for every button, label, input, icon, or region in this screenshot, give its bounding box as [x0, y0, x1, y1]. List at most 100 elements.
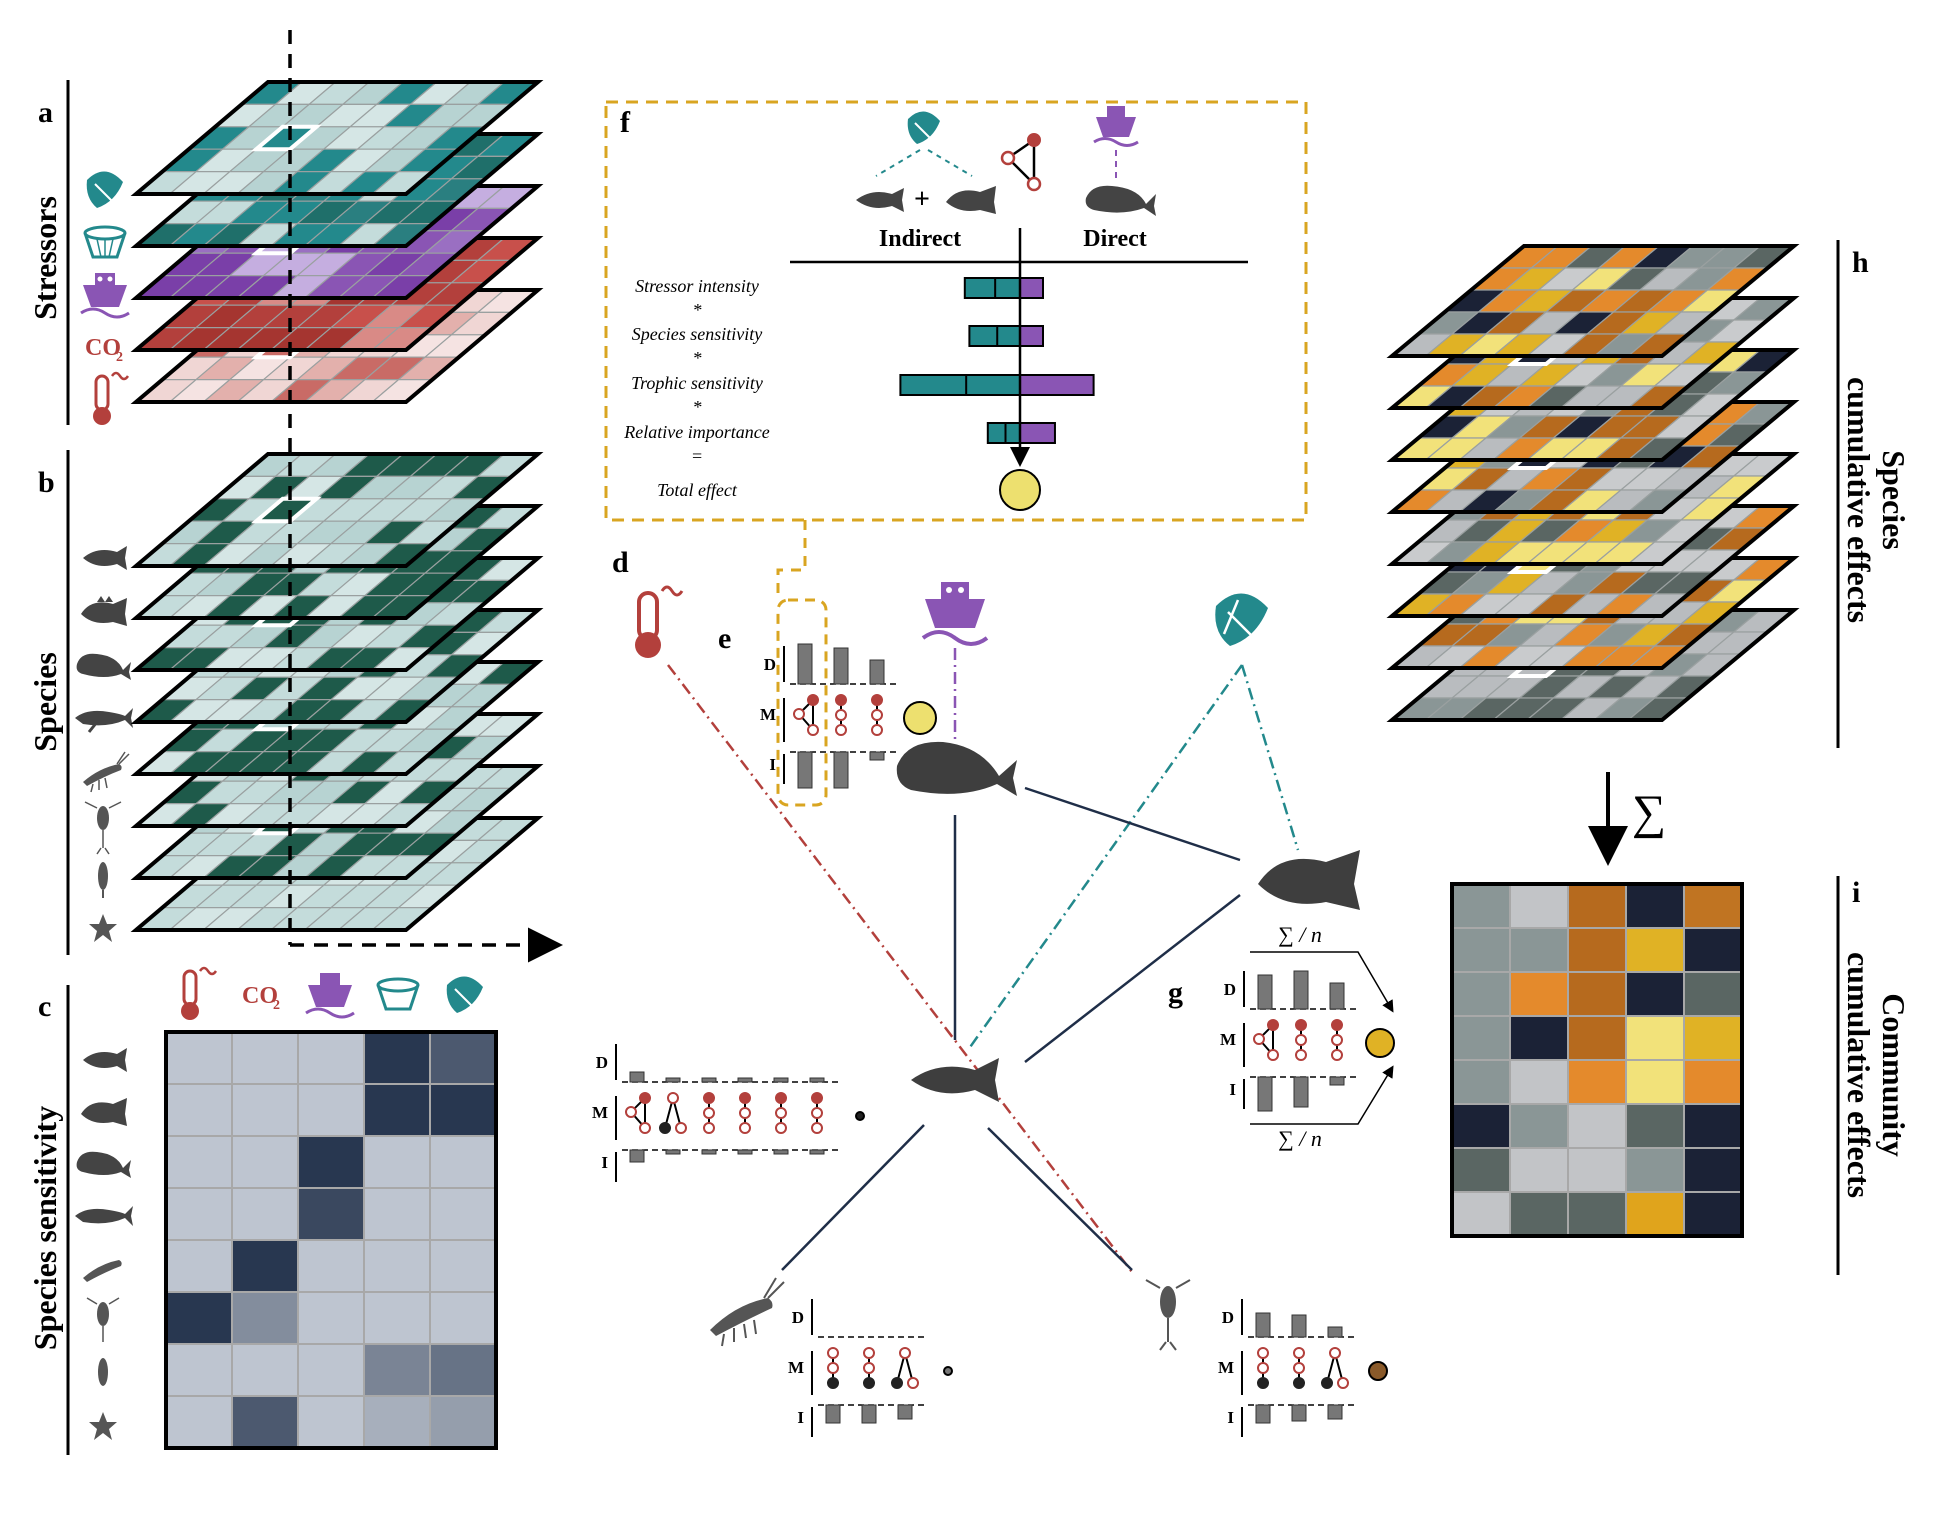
direct-bar — [797, 643, 813, 685]
krill-icon — [83, 1260, 122, 1282]
motif-node — [871, 709, 883, 721]
species-icon-column — [75, 546, 133, 942]
cod-icon — [83, 546, 127, 570]
formula-term: Trophic sensitivity — [631, 373, 763, 393]
community-cell — [1509, 927, 1569, 973]
community-cell — [1683, 1059, 1743, 1105]
motif-chart: D M I — [1218, 1299, 1388, 1437]
direct-bar — [737, 1077, 753, 1083]
indirect-bar — [1329, 1076, 1345, 1086]
sensitivity-cell — [231, 1083, 299, 1137]
motif-node — [835, 724, 847, 736]
svg-text:2: 2 — [273, 998, 280, 1013]
fishing-net-icon — [907, 111, 940, 144]
direct-header: Direct — [1083, 226, 1147, 252]
motif-node — [1257, 1347, 1269, 1359]
community-cell — [1509, 1191, 1569, 1237]
motif-node — [775, 1092, 787, 1104]
indirect-bar — [629, 1149, 645, 1163]
layer-frame — [1386, 244, 1800, 358]
motif-node — [625, 1106, 637, 1118]
motif-node — [863, 1377, 875, 1389]
svg-text:CO: CO — [85, 335, 121, 361]
motif-node — [703, 1107, 715, 1119]
motif-total-dot — [943, 1366, 953, 1376]
community-cell — [1683, 1103, 1743, 1149]
indirect-bar — [833, 751, 849, 789]
copepod-icon — [1145, 1279, 1191, 1351]
stressor-icon-column: CO 2 — [80, 171, 130, 425]
motif-node — [1331, 1019, 1343, 1031]
stressor-layer-stack — [130, 80, 544, 404]
fishing-net-icon — [1215, 593, 1268, 646]
effect-formula: Stressor intensity * Species sensitivity * T… — [623, 276, 769, 500]
motif-node — [1337, 1377, 1349, 1389]
community-cell — [1625, 927, 1685, 973]
motif-node — [811, 1122, 823, 1134]
shipping-icon — [305, 973, 355, 1019]
motif-node — [835, 694, 847, 706]
species-label: Species — [27, 652, 63, 752]
indirect-bar — [825, 1404, 841, 1424]
motif-charts: D M I D M I D M I D M I D M I — [592, 643, 1395, 1437]
sensitivity-cell — [165, 1083, 233, 1137]
community-cell — [1509, 971, 1569, 1017]
temperature-icon — [635, 585, 684, 658]
formula-term: = — [691, 446, 703, 466]
humpback-whale-icon — [75, 1206, 133, 1226]
motif-total-dot — [1365, 1028, 1395, 1058]
indirect-bar — [1255, 1404, 1271, 1424]
sensitivity-cell — [297, 1187, 365, 1241]
motif-node — [1257, 1377, 1269, 1389]
panel-b-letter: b — [38, 466, 55, 499]
sensitivity-cell — [165, 1239, 233, 1293]
indirect-bar — [1293, 1076, 1309, 1108]
direct-bar — [1329, 982, 1345, 1010]
sensitivity-column-icons: CO 2 — [181, 966, 483, 1020]
sea-star-icon — [89, 1412, 117, 1440]
direct-bar — [1019, 374, 1095, 396]
larva-icon — [98, 1358, 108, 1386]
panel-e-letter: e — [718, 622, 731, 655]
formula-term: Total effect — [657, 480, 738, 500]
sensitivity-cell — [429, 1135, 497, 1189]
highlighted-cell — [250, 124, 322, 152]
indirect-bar — [665, 1149, 681, 1155]
motif-node — [807, 724, 819, 736]
community-cell — [1451, 971, 1511, 1017]
krill-icon — [83, 751, 130, 793]
community-cell — [1625, 883, 1685, 929]
sculpin-icon — [81, 596, 127, 626]
svg-text:2: 2 — [116, 350, 123, 365]
sum-arrow-top — [1250, 951, 1394, 1013]
row-label-direct: D — [1224, 980, 1236, 999]
row-label-direct: D — [1222, 1308, 1234, 1327]
community-cell — [1625, 1015, 1685, 1061]
motif-node — [891, 1377, 903, 1389]
motif-node — [871, 724, 883, 736]
community-cell — [1509, 883, 1569, 929]
motif-node — [675, 1122, 687, 1134]
community-cell — [1567, 1103, 1627, 1149]
indirect-link-line — [875, 149, 921, 177]
formula-term: * — [693, 348, 702, 368]
indirect-bar — [968, 325, 1022, 347]
layer-frame — [130, 80, 544, 196]
motif-total-dot — [855, 1111, 865, 1121]
shipping-icon — [80, 273, 130, 319]
community-cell — [1567, 927, 1627, 973]
sensitivity-cell — [429, 1395, 497, 1449]
stressor-layer — [130, 80, 544, 196]
direct-bar — [1291, 1314, 1307, 1338]
motif-node — [827, 1362, 839, 1374]
sum-arrow-bottom — [1250, 1065, 1394, 1125]
formula-term: Stressor intensity — [635, 276, 759, 296]
sensitivity-cell — [231, 1135, 299, 1189]
sensitivity-cell — [231, 1187, 299, 1241]
motif-node — [811, 1092, 823, 1104]
motif-node — [835, 709, 847, 721]
humpback-whale-icon — [75, 708, 133, 733]
layer-frame — [130, 452, 544, 568]
svg-text:CO: CO — [242, 983, 278, 1009]
panel-a-letter: a — [38, 96, 53, 129]
